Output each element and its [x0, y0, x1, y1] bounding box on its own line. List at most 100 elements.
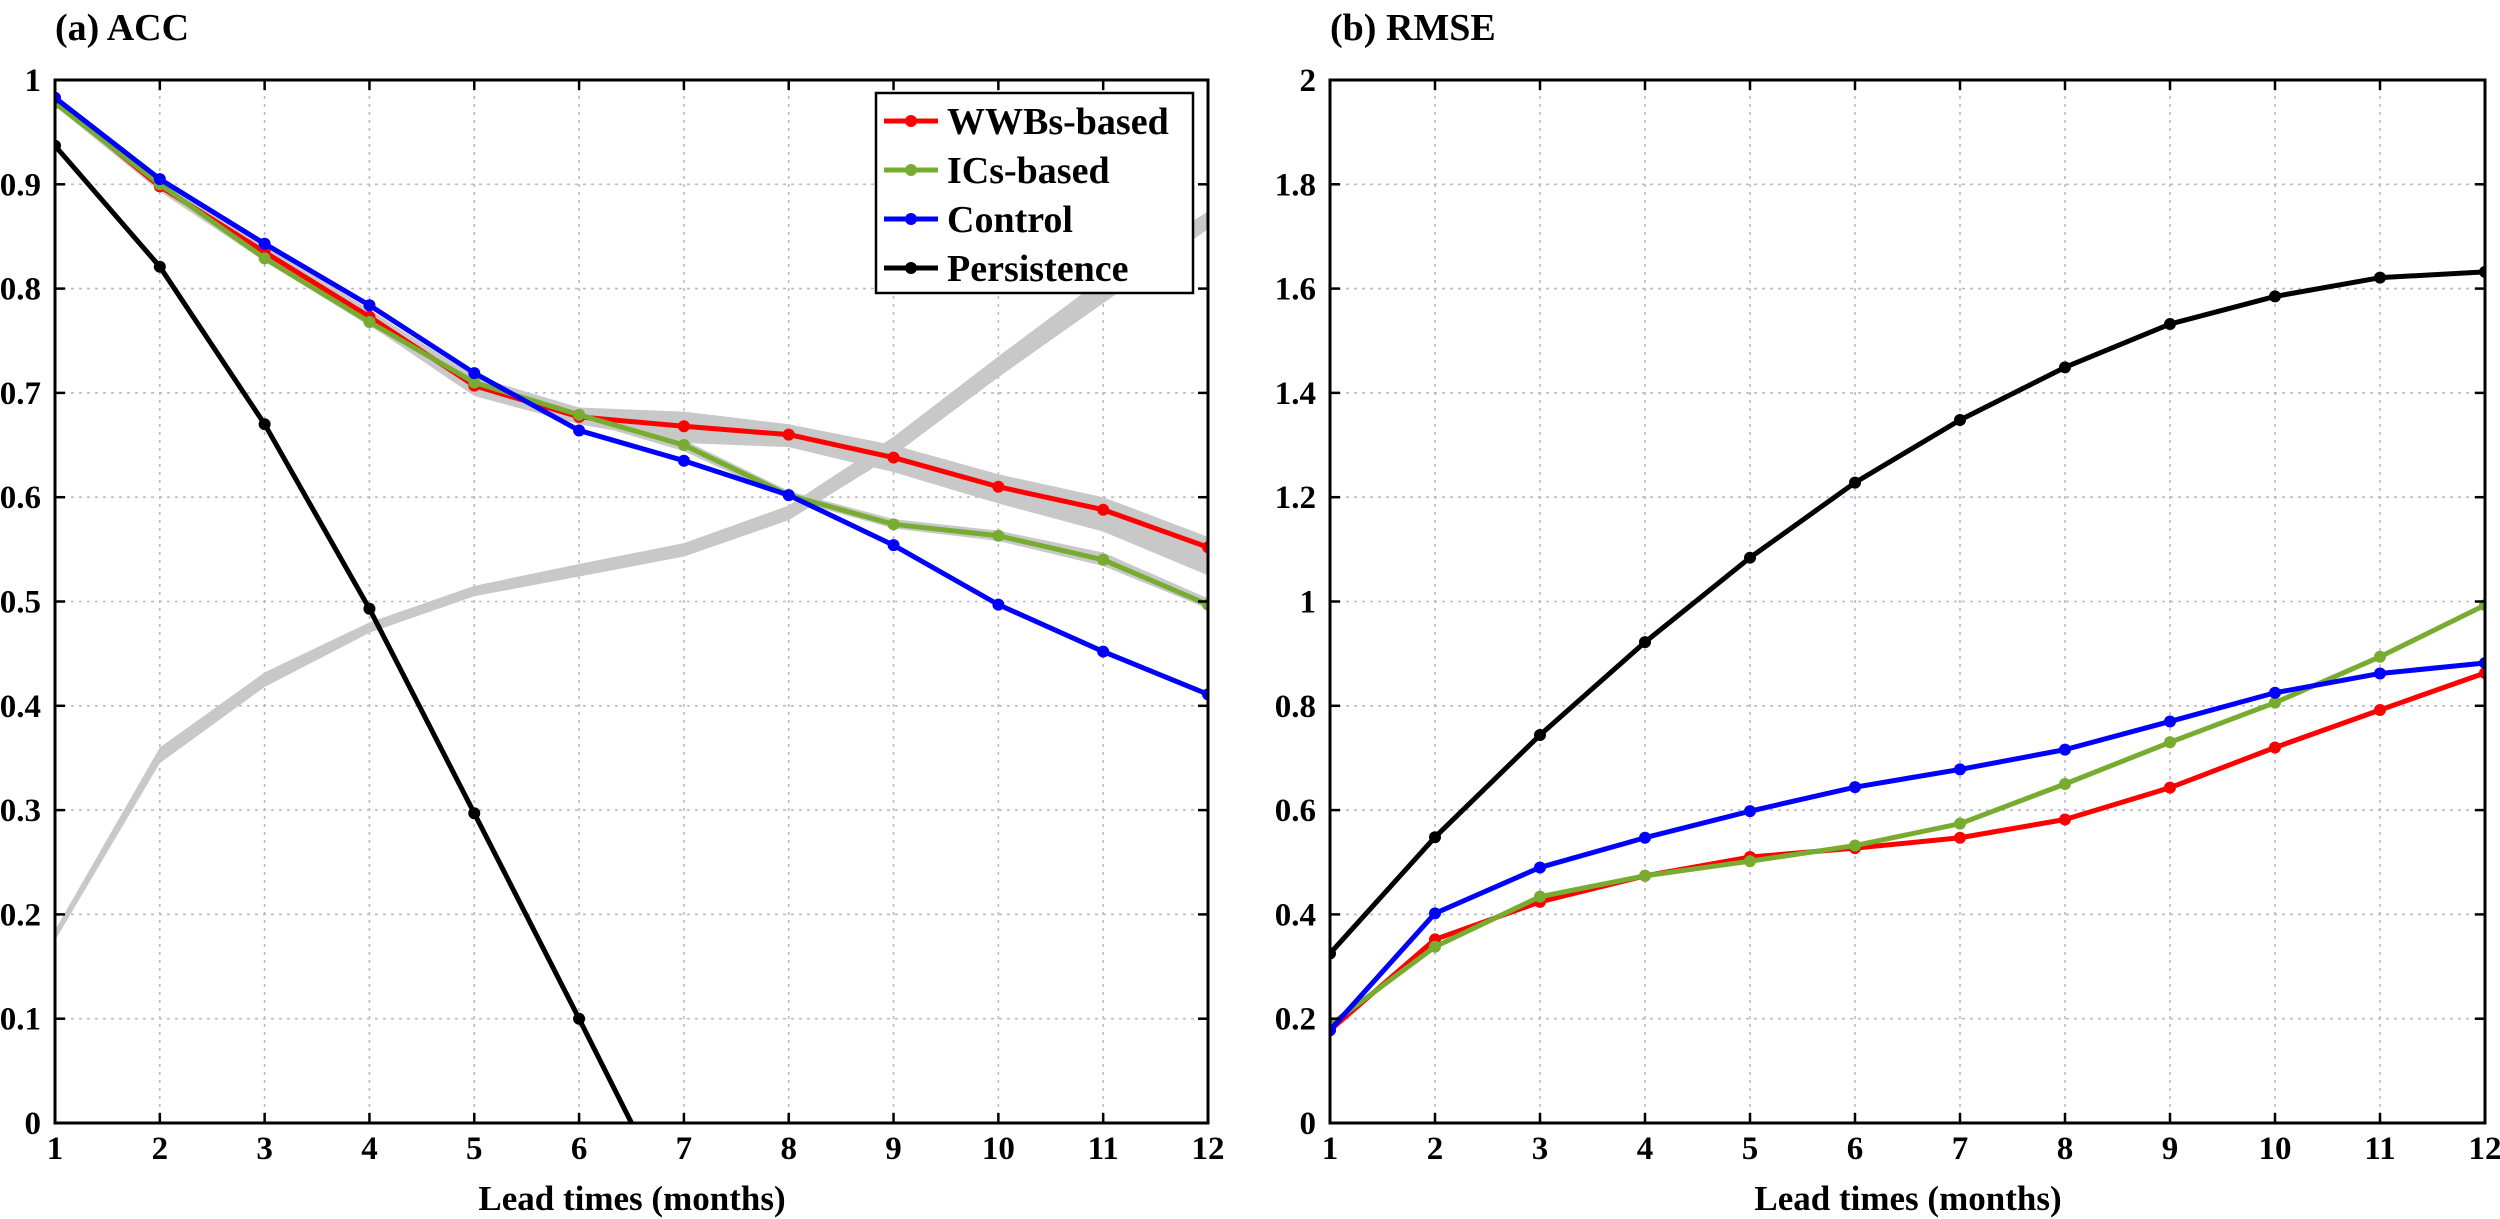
rmse-y-tick-label: 1.4 [1275, 376, 1316, 412]
rmse-point-ics-based [1429, 940, 1441, 953]
rmse-x-ticks: 1 2 3 4 5 6 7 8 9 10 11 12 [1322, 80, 2500, 1167]
rmse-point-wwbs-based [1954, 831, 1966, 844]
rmse-point-persistence [1429, 831, 1441, 844]
rmse-point-control [2374, 667, 2386, 680]
rmse-y-tick-label: 1.8 [1275, 167, 1316, 203]
acc-y-tick-label: 0.3 [0, 793, 41, 829]
acc-x-tick-label: 7 [676, 1131, 693, 1167]
rmse-point-wwbs-based [2059, 813, 2071, 826]
acc-x-tick-label: 4 [361, 1131, 378, 1167]
acc-y-tick-label: 0.5 [0, 585, 41, 621]
acc-y-tick-label: 0.7 [0, 376, 41, 412]
rmse-point-ics-based [2374, 650, 2386, 663]
acc-point-control [258, 237, 271, 250]
rmse-point-persistence [1954, 414, 1966, 427]
rmse-point-persistence [2059, 361, 2071, 374]
legend-marker-persistence [905, 262, 917, 274]
rmse-point-ics-based [2059, 778, 2071, 791]
acc-series-line-ics-based [55, 100, 1208, 607]
acc-x-tick-label: 2 [152, 1131, 169, 1167]
rmse-x-tick-label: 2 [1427, 1131, 1444, 1167]
rmse-point-persistence [2164, 318, 2176, 331]
rmse-point-ics-based [1849, 839, 1861, 852]
acc-x-tick-label: 5 [466, 1131, 483, 1167]
rmse-y-tick-label: 2 [1300, 63, 1317, 99]
acc-point-ics-based [1097, 553, 1110, 566]
rmse-point-control [1954, 763, 1966, 776]
acc-y-tick-label: 0.4 [0, 689, 41, 725]
acc-point-ics-based [992, 529, 1005, 542]
rmse-point-wwbs-based [2164, 781, 2176, 794]
rmse-panel: (b) RMSE 1 2 3 4 5 6 7 8 9 10 11 12 00.20.40.60.811… [1275, 7, 2500, 1218]
rmse-point-control [2269, 686, 2281, 699]
legend: WWBs-based ICs-based Control Persistence [874, 91, 1195, 295]
rmse-point-wwbs-based [2269, 741, 2281, 754]
acc-point-control [573, 424, 586, 437]
rmse-x-axis-title: Lead times (months) [1754, 1179, 2061, 1218]
legend-label-ics-based: ICs-based [947, 150, 1110, 192]
rmse-point-ics-based [1639, 869, 1651, 882]
rmse-point-persistence [1534, 729, 1546, 742]
acc-point-control [992, 598, 1005, 611]
acc-point-wwbs-based [887, 451, 900, 464]
acc-y-tick-label: 0 [25, 1106, 42, 1142]
rmse-x-tick-label: 8 [2057, 1131, 2074, 1167]
acc-point-ics-based [363, 315, 376, 328]
acc-y-tick-label: 0.6 [0, 480, 41, 516]
acc-x-tick-label: 6 [571, 1131, 588, 1167]
acc-point-persistence [363, 602, 376, 615]
rmse-y-tick-label: 0.6 [1275, 793, 1316, 829]
acc-point-ics-based [887, 518, 900, 531]
rmse-point-persistence [2269, 290, 2281, 303]
acc-y-ticks: 0 0.1 0.2 0.3 0.4 0.5 0.6 0.7 0.8 0.9 1 [0, 63, 1208, 1142]
rmse-x-tick-label: 4 [1637, 1131, 1654, 1167]
acc-y-tick-label: 0.2 [0, 897, 41, 933]
rmse-point-control [1429, 907, 1441, 920]
rmse-y-ticks: 0 0.2 0.4 0.6 0.8 1 1.2 1.4 1.6 1.8 2 [1275, 63, 2485, 1142]
acc-point-persistence [573, 1012, 586, 1025]
acc-grid [55, 80, 1208, 1123]
rmse-grid [1330, 80, 2485, 1123]
rmse-x-tick-label: 1 [1322, 1131, 1339, 1167]
rmse-point-persistence [2374, 271, 2386, 284]
legend-label-wwbs-based: WWBs-based [947, 101, 1169, 143]
legend-label-persistence: Persistence [947, 248, 1128, 290]
rmse-point-persistence [1639, 636, 1651, 649]
acc-x-tick-label: 9 [885, 1131, 902, 1167]
acc-x-tick-label: 12 [1192, 1131, 1225, 1167]
acc-point-control [363, 299, 376, 312]
rmse-point-ics-based [1954, 817, 1966, 830]
acc-x-tick-label: 10 [982, 1131, 1015, 1167]
acc-point-ics-based [573, 408, 586, 421]
rmse-point-control [2164, 715, 2176, 728]
rmse-panel-title: (b) RMSE [1330, 7, 1496, 49]
rmse-y-tick-label: 0.2 [1275, 1002, 1316, 1038]
rmse-series-line-control [1330, 660, 2485, 1032]
legend-label-control: Control [947, 199, 1073, 241]
rmse-point-control [1639, 831, 1651, 844]
acc-spread-band [55, 95, 1208, 576]
rmse-x-tick-label: 11 [2364, 1131, 2395, 1167]
acc-point-wwbs-based [1097, 503, 1110, 516]
rmse-point-control [1534, 861, 1546, 874]
rmse-series-line-ics-based [1330, 602, 2485, 1027]
acc-point-control [1097, 645, 1110, 658]
acc-panel: (a) ACC 1 2 3 4 5 6 7 8 9 10 11 12 00.10.20.30.40.5… [0, 7, 1225, 1218]
rmse-series [1330, 265, 2485, 1037]
acc-point-ics-based [468, 376, 481, 389]
acc-y-tick-label: 1 [25, 63, 42, 99]
acc-point-persistence [258, 418, 271, 431]
legend-box [874, 91, 1195, 295]
rmse-x-tick-label: 5 [1742, 1131, 1759, 1167]
acc-y-tick-label: 0.1 [0, 1002, 41, 1038]
acc-series-line-control [55, 95, 1208, 697]
acc-y-tick-label: 0.9 [0, 167, 41, 203]
acc-point-control [153, 173, 166, 186]
legend-marker-wwbs-based [905, 115, 917, 127]
rmse-y-tick-label: 1.6 [1275, 272, 1316, 308]
rmse-point-control [2059, 743, 2071, 756]
rmse-point-ics-based [1534, 890, 1546, 903]
rmse-point-ics-based [2269, 696, 2281, 709]
acc-point-wwbs-based [992, 480, 1005, 493]
